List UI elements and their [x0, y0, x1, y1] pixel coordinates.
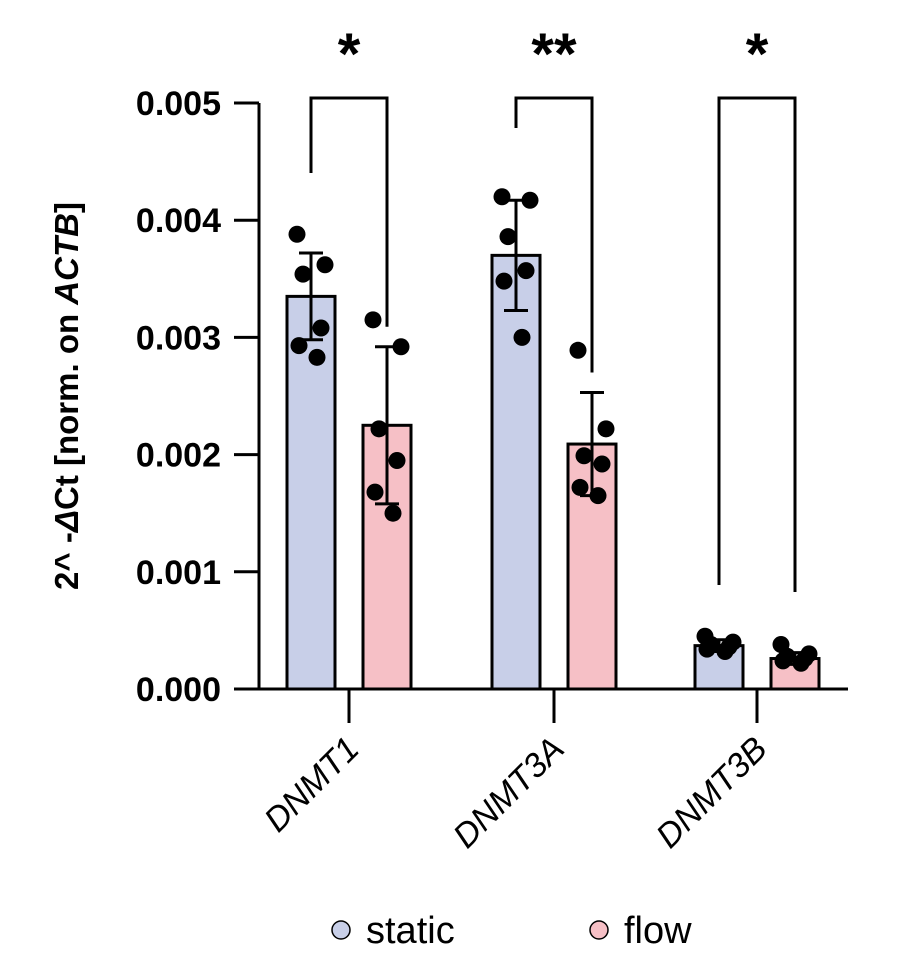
legend-label-static: static: [366, 910, 455, 952]
data-point-flow: [370, 420, 388, 438]
y-tick-label: 0.000: [136, 671, 221, 709]
data-point-static: [493, 188, 511, 206]
data-point-static: [521, 191, 539, 209]
y-axis-label-gene: ACTB: [48, 213, 85, 306]
data-point-static: [308, 348, 326, 366]
axes-layer: [234, 101, 848, 723]
significance-bracket-dnmt3a: [514, 96, 594, 373]
data-point-static: [513, 328, 531, 346]
data-point-flow: [366, 483, 384, 501]
y-axis-label: 2^ -ΔCt [norm. on ACTB]: [48, 202, 85, 590]
x-tick-label-dnmt3a: DNMT3A: [446, 730, 572, 856]
significance-bracket-dnmt1: [309, 96, 389, 327]
labels-layer: 0.000 0.001 0.002 0.003 0.004 0.005 DNMT1 DNMT3…: [136, 85, 775, 856]
legend-marker-flow: [589, 920, 609, 940]
significance-mark-dnmt1: *: [338, 22, 361, 87]
y-tick-label: 0.001: [136, 554, 221, 592]
data-point-static: [288, 225, 306, 243]
significance-mark-dnmt3b: *: [746, 22, 769, 87]
legend: static flow: [331, 910, 692, 952]
data-point-flow: [569, 341, 587, 359]
legend-marker-static: [331, 920, 351, 940]
y-axis-label-delta: Δ: [48, 510, 85, 534]
y-tick-label: 0.002: [136, 437, 221, 475]
data-point-static: [716, 642, 734, 660]
data-point-flow: [589, 487, 607, 505]
data-point-static: [312, 319, 330, 337]
significance-bracket-dnmt3b: [717, 96, 797, 592]
data-point-flow: [792, 654, 810, 672]
data-point-flow: [384, 504, 402, 522]
data-point-static: [290, 337, 308, 355]
bar-static-dnmt3a: [490, 253, 542, 691]
data-point-flow: [597, 420, 615, 438]
data-point-static: [698, 640, 716, 658]
data-point-flow: [774, 652, 792, 670]
data-point-flow: [364, 311, 382, 329]
bars-layer: [285, 198, 821, 691]
y-axis-label-ct: Ct [norm. on: [48, 305, 85, 510]
y-tick-label: 0.005: [136, 85, 221, 123]
significance-layer: * ** *: [309, 22, 797, 592]
data-point-flow: [575, 447, 593, 465]
data-point-flow: [392, 338, 410, 356]
legend-label-flow: flow: [624, 910, 692, 952]
y-axis-label-suffix: ]: [48, 202, 85, 213]
y-tick-label: 0.003: [136, 319, 221, 357]
x-tick-label-dnmt1: DNMT1: [257, 730, 367, 840]
data-point-flow: [593, 455, 611, 473]
data-point-flow: [571, 478, 589, 496]
points-layer: [288, 188, 818, 672]
significance-mark-dnmt3a: **: [531, 22, 577, 87]
data-point-static: [517, 262, 535, 280]
data-point-static: [294, 265, 312, 283]
data-point-static: [495, 272, 513, 290]
x-tick-label-dnmt3b: DNMT3B: [649, 730, 775, 856]
y-axis-label-prefix: 2^ -: [48, 532, 85, 590]
y-tick-label: 0.004: [136, 202, 221, 240]
data-point-static: [499, 228, 517, 246]
data-point-static: [316, 256, 334, 274]
data-point-flow: [388, 451, 406, 469]
